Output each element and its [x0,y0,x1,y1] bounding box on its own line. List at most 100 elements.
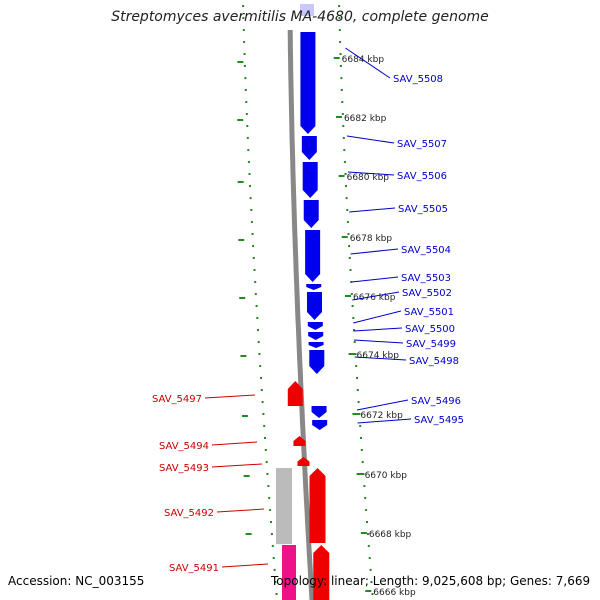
scale-dot-right [341,113,344,115]
forward-gene-arrow[interactable] [309,350,325,374]
forward-gene-label[interactable]: SAV_5507 [397,139,447,150]
scale-tick-left [237,181,244,183]
reverse-gene-arrow[interactable] [293,436,306,446]
gene-leader-line [211,463,263,468]
kbp-tick [348,353,355,355]
scale-dot-right [343,149,346,151]
forward-gene-label[interactable]: SAV_5500 [405,324,455,335]
gene-leader-line [349,207,396,213]
forward-gene-arrow[interactable] [307,322,323,330]
reverse-gene-label[interactable]: SAV_5493 [159,463,209,474]
scale-dot-left [245,101,248,103]
forward-gene-label[interactable]: SAV_5496 [411,396,461,407]
scale-dot-right [361,461,364,463]
forward-gene-arrow[interactable] [301,136,317,160]
scale-dot-right [364,497,367,499]
gene-leader-line [353,339,404,344]
scale-dot-right [350,281,353,283]
reverse-gene-label[interactable]: SAV_5497 [152,394,202,405]
scale-dot-right [369,569,372,571]
forward-gene-arrow[interactable] [312,420,328,430]
scale-tick-left [240,355,247,357]
scale-dot-right [353,329,355,331]
forward-gene-label[interactable]: SAV_5508 [393,74,443,85]
forward-gene-label[interactable]: SAV_5505 [398,204,448,215]
forward-gene-label[interactable]: SAV_5503 [401,273,451,284]
genome-summary: Topology: linear; Length: 9,025,608 bp; … [271,574,591,588]
scale-dot-left [264,437,266,439]
scale-dot-left [263,425,266,427]
scale-dot-left [264,449,267,451]
scale-dot-right [345,185,347,187]
scale-dot-left [260,377,262,379]
scale-dot-left [247,161,250,163]
scale-dot-right [343,161,346,163]
reverse-gene-label[interactable]: SAV_5492 [164,508,214,519]
scale-dot-right [340,89,343,91]
forward-gene-arrow[interactable] [311,406,327,418]
scale-dot-right [338,17,341,19]
forward-gene-arrow[interactable] [300,32,316,134]
scale-dot-left [255,305,258,307]
reverse-gene-arrow[interactable] [287,381,303,406]
scale-dot-left [249,185,251,187]
scale-dot-left [244,89,247,91]
forward-gene-label[interactable]: SAV_5499 [406,339,456,350]
forward-gene-label[interactable]: SAV_5504 [401,245,451,256]
reverse-gene-label[interactable]: SAV_5494 [159,441,209,452]
gene-leader-line [221,563,269,568]
scale-dot-left [257,341,260,343]
scale-dot-left [272,557,275,559]
gene-leader-line [354,356,407,361]
scale-dot-right [353,341,356,343]
forward-gene-arrow[interactable] [308,342,324,348]
forward-gene-label[interactable]: SAV_5501 [404,307,454,318]
scale-dot-left [262,413,265,415]
scale-dot-right [367,545,370,547]
scale-dot-left [270,533,273,535]
forward-gene-label[interactable]: SAV_5498 [409,356,459,367]
scale-dot-left [270,521,272,523]
gene-leader-line [350,248,399,255]
forward-gene-label[interactable]: SAV_5495 [414,415,464,426]
reverse-gene-arrow[interactable] [309,468,326,543]
scale-dot-right [355,365,358,367]
forward-gene-label[interactable]: SAV_5502 [402,288,452,299]
forward-gene-arrow[interactable] [306,284,322,290]
scale-dot-left [242,29,245,31]
genome-title: Streptomyces avermitilis MA-4680, comple… [111,9,489,25]
forward-gene-arrow[interactable] [306,292,322,320]
scale-dot-right [346,209,349,211]
scale-dot-left [244,77,247,79]
scale-dot-right [363,485,366,487]
rna-block [282,545,296,600]
forward-gene-arrow[interactable] [305,230,321,282]
kbp-tick [352,413,359,415]
kbp-label: 6668 kbp [369,530,412,540]
scale-dot-right [350,293,353,295]
scale-dot-left [245,113,248,115]
scale-dot-right [365,509,368,511]
scale-dot-right [366,521,368,523]
reverse-gene-arrow[interactable] [313,545,330,600]
scale-dot-right [342,137,345,139]
scale-dot-right [356,389,359,391]
scale-dot-left [258,353,261,355]
reverse-gene-label[interactable]: SAV_5491 [169,563,219,574]
scale-tick-left [238,239,245,241]
scale-dot-left [273,569,276,571]
scale-dot-left [243,53,246,55]
scale-dot-right [339,65,342,67]
reverse-gene-arrow[interactable] [297,457,310,466]
kbp-label: 6680 kbp [347,173,390,183]
forward-gene-arrow[interactable] [308,332,324,340]
scale-dot-right [360,449,363,451]
forward-gene-label[interactable]: SAV_5506 [397,171,447,182]
forward-gene-arrow[interactable] [302,162,318,198]
scale-dot-right [345,197,348,199]
scale-tick-left [237,119,244,121]
scale-dot-right [340,77,343,79]
kbp-label: 6674 kbp [357,351,400,361]
forward-gene-arrow[interactable] [303,200,319,228]
scale-dot-right [348,257,351,259]
